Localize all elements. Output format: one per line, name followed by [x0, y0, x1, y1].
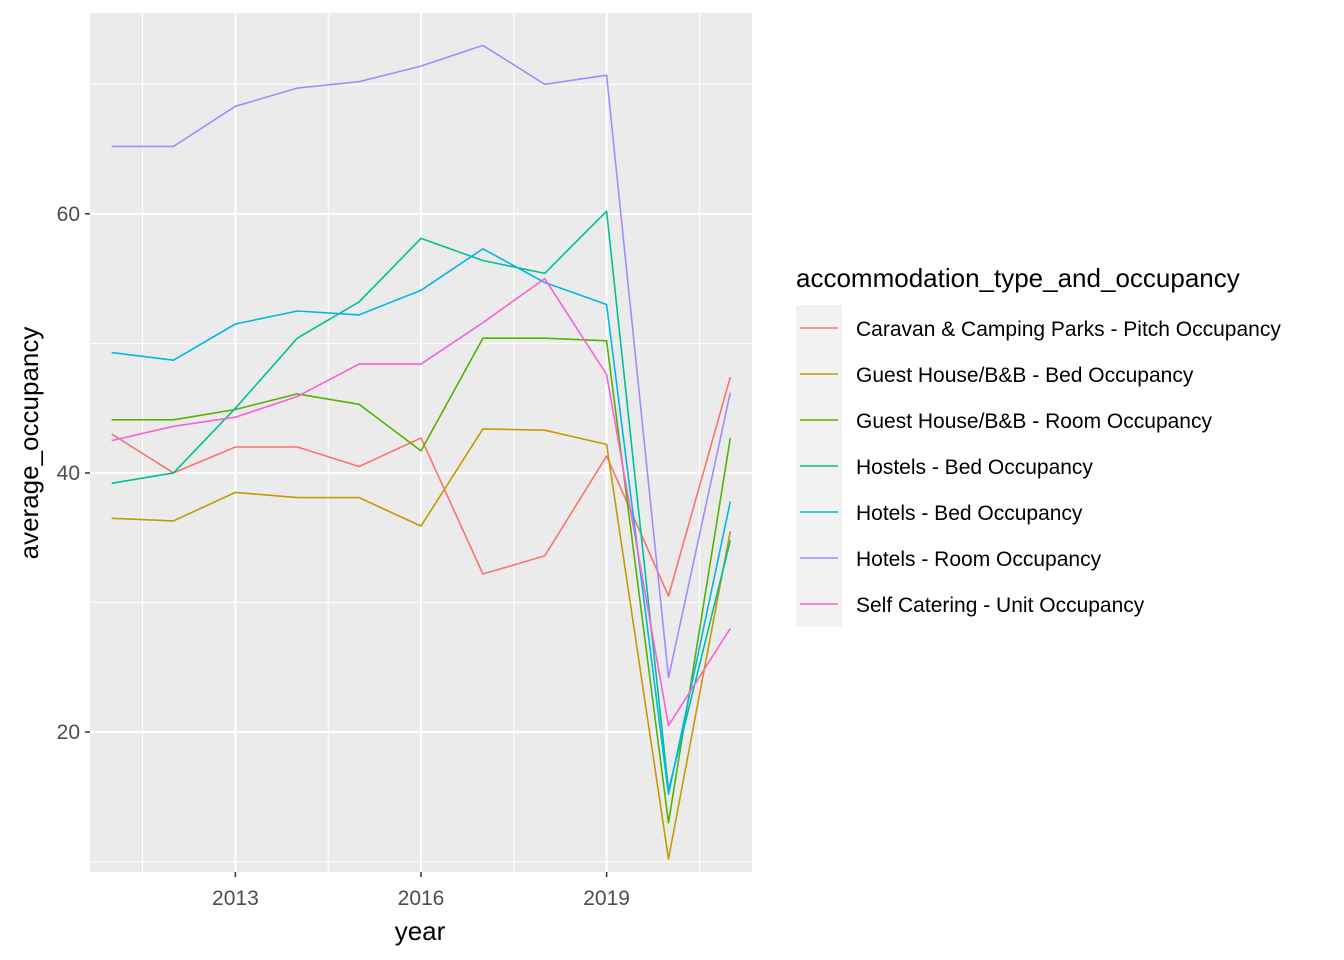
series-line-4	[111, 210, 732, 792]
series-lines	[111, 44, 732, 860]
x-tick-label: 2019	[583, 887, 630, 910]
legend-label: Guest House/B&B - Bed Occupancy	[856, 364, 1194, 387]
legend: accommodation_type_and_occupancy Caravan…	[796, 263, 1281, 627]
y-axis-title: average_occupancy	[14, 327, 44, 560]
series-line-3	[111, 337, 732, 824]
legend-label: Caravan & Camping Parks - Pitch Occupanc…	[856, 318, 1281, 341]
major-gridlines	[90, 13, 752, 872]
legend-label: Hotels - Room Occupancy	[856, 548, 1102, 571]
legend-title: accommodation_type_and_occupancy	[796, 263, 1240, 293]
x-axis: 2013 2016 2019	[212, 872, 630, 910]
legend-label: Hotels - Bed Occupancy	[856, 502, 1083, 525]
series-line-2	[111, 428, 732, 860]
series-line-6	[111, 44, 732, 679]
series-line-5	[111, 248, 732, 796]
series-line-7	[111, 277, 731, 727]
y-axis: 20 40 60	[57, 203, 90, 744]
legend-label: Hostels - Bed Occupancy	[856, 456, 1093, 479]
y-tick-label: 60	[57, 203, 80, 226]
y-tick-label: 20	[57, 721, 80, 744]
x-tick-label: 2016	[398, 887, 445, 910]
x-axis-title: year	[395, 916, 446, 946]
y-tick-label: 40	[57, 462, 80, 485]
x-tick-label: 2013	[212, 887, 259, 910]
legend-label: Self Catering - Unit Occupancy	[856, 594, 1145, 617]
legend-label: Guest House/B&B - Room Occupancy	[856, 410, 1212, 433]
